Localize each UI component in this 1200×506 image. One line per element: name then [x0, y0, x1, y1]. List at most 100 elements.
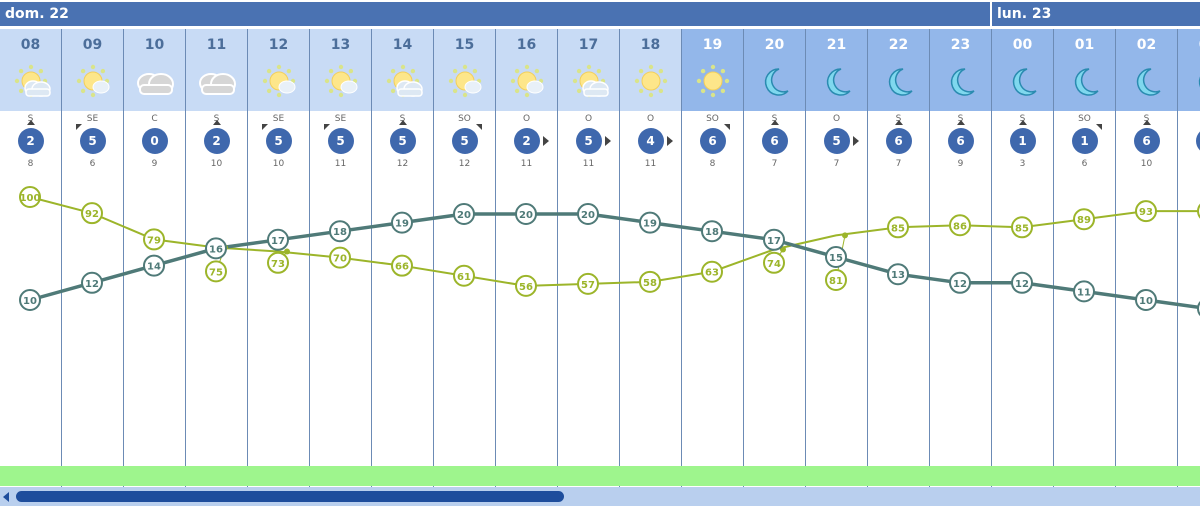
wind-speed: 6 — [770, 134, 779, 148]
wind-gust: 11 — [582, 159, 595, 169]
hour-label: 21 — [826, 37, 847, 53]
hour-header: 20 — [744, 29, 805, 111]
wind-direction: SO — [706, 114, 719, 124]
hour-label: 15 — [454, 37, 475, 53]
wind-speed-badge: 0 — [141, 128, 168, 154]
wind-speed-badge: 2 — [203, 120, 230, 154]
hour-header: 11 — [186, 29, 247, 111]
hour-column: 18 O 4 11 — [620, 29, 682, 487]
wind-arrow-icon — [1018, 120, 1027, 125]
wind-direction: S — [399, 114, 406, 124]
wind-gust: 7 — [833, 159, 840, 169]
hour-label: 18 — [640, 37, 661, 53]
hour-column: 03 S 6 — [1178, 29, 1200, 487]
hour-column: 11 S 2 10 — [186, 29, 248, 487]
sun-cloud-icon — [572, 64, 609, 98]
wind-direction: C — [151, 114, 158, 124]
wind-direction: O — [522, 114, 531, 124]
wind-speed-badge: 6 — [1133, 120, 1160, 154]
wind-arrow-icon — [261, 124, 268, 130]
wind-direction: S — [957, 114, 964, 124]
wind-speed-badge: 5 — [389, 120, 416, 154]
scroll-left-arrow-icon[interactable] — [3, 492, 9, 502]
wind-speed-badge: 5 — [323, 124, 354, 154]
wind-speed: 5 — [460, 134, 469, 148]
horizontal-scrollbar[interactable] — [0, 487, 1200, 506]
day-label: lun. 23 — [990, 2, 1051, 26]
wind-speed: 5 — [88, 134, 97, 148]
wind-direction: S — [895, 114, 902, 124]
wind-speed: 2 — [26, 134, 35, 148]
day-label: dom. 22 — [5, 6, 69, 22]
wind-direction: SE — [334, 114, 347, 124]
hour-header: 14 — [372, 29, 433, 111]
moon-icon — [1012, 68, 1037, 96]
wind-direction: O — [646, 114, 655, 124]
wind-arrow-icon — [542, 136, 549, 146]
hour-header: 10 — [124, 29, 185, 111]
wind-speed-badge: 5 — [823, 128, 859, 154]
hour-header: 15 — [434, 29, 495, 111]
hour-header: 02 — [1116, 29, 1177, 111]
wind-gust: 12 — [396, 159, 409, 169]
hour-header: 23 — [930, 29, 991, 111]
hour-column: 09 SE 5 6 — [62, 29, 124, 487]
wind-gust: 11 — [334, 159, 347, 169]
wind-speed: 6 — [708, 134, 717, 148]
wind-arrow-icon — [398, 120, 407, 125]
wind-arrow-icon — [770, 120, 779, 125]
sun-icon — [696, 64, 729, 98]
wind-gust: 8 — [709, 159, 716, 169]
wind-speed: 5 — [398, 134, 407, 148]
hour-column: 19 SO 6 8 — [682, 29, 744, 487]
wind-arrow-icon — [666, 136, 673, 146]
wind-speed: 0 — [150, 134, 159, 148]
wind-speed: 1 — [1018, 134, 1027, 148]
hour-column: 13 SE 5 11 — [310, 29, 372, 487]
precipitation-band — [0, 466, 1200, 486]
scrollbar-thumb[interactable] — [16, 491, 564, 502]
wind-arrow-icon — [26, 120, 35, 125]
hour-label: 11 — [206, 37, 227, 53]
wind-speed-badge: 1 — [1071, 124, 1102, 154]
hour-label: 12 — [268, 37, 289, 53]
wind-speed: 5 — [336, 134, 345, 148]
wind-speed: 6 — [1142, 134, 1151, 148]
wind-speed: 6 — [894, 134, 903, 148]
wind-speed-badge: 5 — [575, 128, 611, 154]
hour-header: 09 — [62, 29, 123, 111]
sun-icon — [634, 64, 667, 98]
wind-gust: 10 — [1140, 159, 1153, 169]
wind-direction: S — [1019, 114, 1026, 124]
hour-column: 14 S 5 12 — [372, 29, 434, 487]
wind-direction: SO — [458, 114, 471, 124]
wind-speed: 6 — [956, 134, 965, 148]
wind-speed-badge: 2 — [17, 120, 44, 154]
hour-column: 20 S 6 7 — [744, 29, 806, 487]
hour-column: 16 O 2 11 — [496, 29, 558, 487]
hour-column: 01 SO 1 6 — [1054, 29, 1116, 487]
hour-label: 16 — [516, 37, 537, 53]
wind-arrow-icon — [723, 124, 730, 130]
wind-speed-badge: 5 — [75, 124, 106, 154]
wind-speed-badge: 4 — [637, 128, 673, 154]
hour-column: 08 S 2 8 — [0, 29, 62, 487]
wind-gust: 11 — [520, 159, 533, 169]
hour-label: 02 — [1136, 37, 1157, 53]
hour-header: 19 — [682, 29, 743, 111]
wind-direction: S — [771, 114, 778, 124]
hour-header: 13 — [310, 29, 371, 111]
wind-speed-badge: 6 — [1195, 128, 1200, 154]
wind-gust: 7 — [895, 159, 902, 169]
wind-direction: S — [1178, 114, 1200, 126]
wind-direction: S — [213, 114, 220, 124]
wind-arrow-icon — [1142, 120, 1151, 125]
hour-header: 22 — [868, 29, 929, 111]
hour-header: 00 — [992, 29, 1053, 111]
wind-arrow-icon — [852, 136, 859, 146]
hour-column: 00 S 1 3 — [992, 29, 1054, 487]
hour-header: 03 — [1178, 29, 1200, 111]
wind-arrow-icon — [475, 124, 482, 130]
wind-speed-badge: 1 — [1009, 120, 1036, 154]
hour-column: 15 SO 5 12 — [434, 29, 496, 487]
